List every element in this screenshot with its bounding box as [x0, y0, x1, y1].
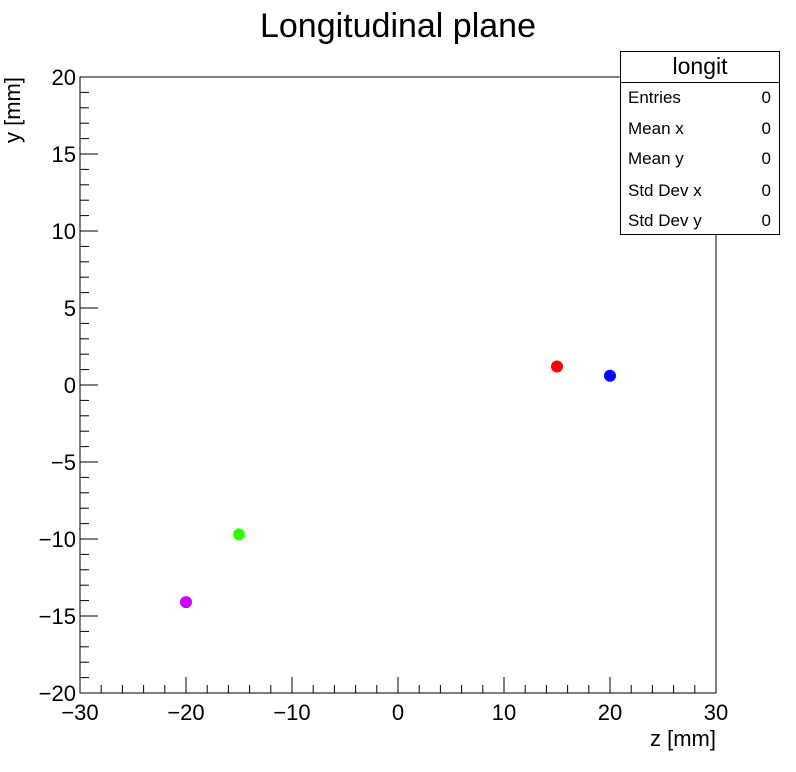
- chart-title: Longitudinal plane: [260, 7, 536, 45]
- x-axis-label: z [mm]: [650, 726, 716, 751]
- y-tick-label: 20: [52, 65, 76, 90]
- data-point: [233, 528, 245, 541]
- x-tick-label: −10: [273, 700, 310, 725]
- stats-row-std-dev-x: Std Dev x 0: [628, 176, 771, 206]
- stats-value: 0: [761, 181, 771, 200]
- stats-row-mean-x: Mean x 0: [628, 114, 771, 144]
- stats-label: Std Dev y: [628, 211, 702, 230]
- data-point: [551, 360, 563, 373]
- x-tick-label: 20: [598, 700, 622, 725]
- stats-value: 0: [761, 211, 771, 230]
- stats-row-std-dev-y: Std Dev y 0: [628, 206, 771, 236]
- stats-value: 0: [761, 88, 771, 107]
- y-tick-label: −15: [39, 604, 76, 629]
- x-tick-label: 10: [492, 700, 516, 725]
- y-tick-label: −10: [39, 527, 76, 552]
- y-axis-label: y [mm]: [0, 77, 25, 143]
- y-tick-label: 0: [64, 373, 76, 398]
- x-tick-label: −30: [61, 700, 98, 725]
- y-tick-label: 5: [64, 296, 76, 321]
- data-point: [604, 369, 616, 382]
- stats-value: 0: [761, 119, 771, 138]
- stats-box: longit Entries 0 Mean x 0 Mean y 0 Std D…: [620, 51, 780, 235]
- stats-row-mean-y: Mean y 0: [628, 144, 771, 174]
- y-tick-label: 15: [52, 142, 76, 167]
- y-tick-label: −5: [51, 450, 76, 475]
- data-point: [180, 596, 192, 609]
- stats-value: 0: [761, 149, 771, 168]
- x-tick-label: 30: [704, 700, 728, 725]
- y-tick-label: −20: [39, 681, 76, 706]
- stats-label: Mean x: [628, 119, 684, 138]
- axis-ticks: [79, 76, 717, 694]
- data-points: [180, 360, 616, 609]
- stats-row-entries: Entries 0: [628, 83, 771, 113]
- x-tick-label: 0: [392, 700, 404, 725]
- stats-label: Entries: [628, 88, 681, 107]
- x-tick-label: −20: [167, 700, 204, 725]
- stats-box-title: longit: [621, 52, 779, 83]
- stats-label: Std Dev x: [628, 181, 702, 200]
- stats-label: Mean y: [628, 149, 684, 168]
- y-tick-label: 10: [52, 219, 76, 244]
